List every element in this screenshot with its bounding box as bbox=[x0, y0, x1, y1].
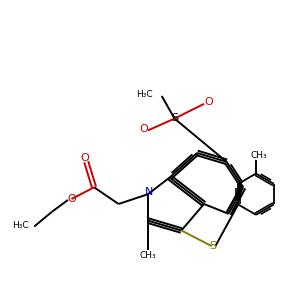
Text: O: O bbox=[204, 98, 213, 107]
Text: CH₃: CH₃ bbox=[140, 250, 156, 260]
Text: O: O bbox=[139, 124, 148, 134]
Text: O: O bbox=[80, 153, 89, 163]
Text: CH₃: CH₃ bbox=[250, 151, 267, 160]
Text: O: O bbox=[67, 194, 76, 204]
Text: H₃C: H₃C bbox=[136, 90, 153, 99]
Text: S: S bbox=[172, 113, 179, 123]
Text: H₃C: H₃C bbox=[12, 220, 28, 230]
Text: N: N bbox=[144, 187, 153, 197]
Text: S: S bbox=[209, 241, 216, 251]
